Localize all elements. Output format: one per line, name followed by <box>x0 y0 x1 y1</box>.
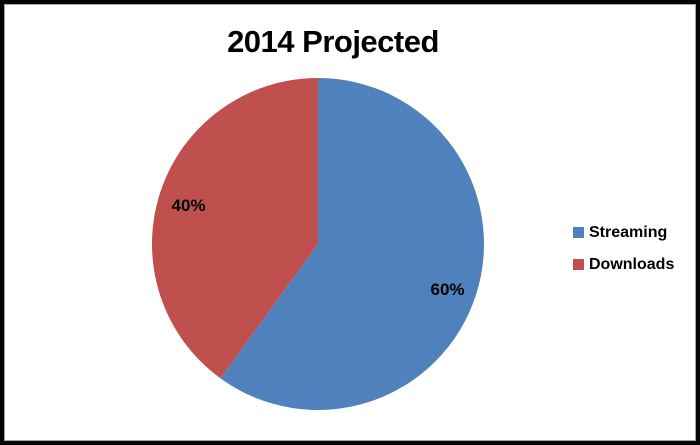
pie-slice-downloads <box>151 78 318 379</box>
chart-title: 2014 Projected <box>227 24 439 59</box>
chart-legend: Streaming Downloads <box>573 224 674 288</box>
legend-label-downloads: Downloads <box>589 256 675 273</box>
pie-slice-label-streaming: 60% <box>430 280 465 300</box>
legend-swatch-streaming-icon <box>573 227 584 238</box>
legend-swatch-downloads-icon <box>573 259 584 270</box>
legend-item-downloads: Downloads <box>573 256 674 273</box>
pie-slice-label-downloads: 40% <box>171 195 206 215</box>
legend-label-streaming: Streaming <box>589 224 668 241</box>
pie-slice-streaming <box>220 78 484 410</box>
legend-item-streaming: Streaming <box>573 224 674 241</box>
